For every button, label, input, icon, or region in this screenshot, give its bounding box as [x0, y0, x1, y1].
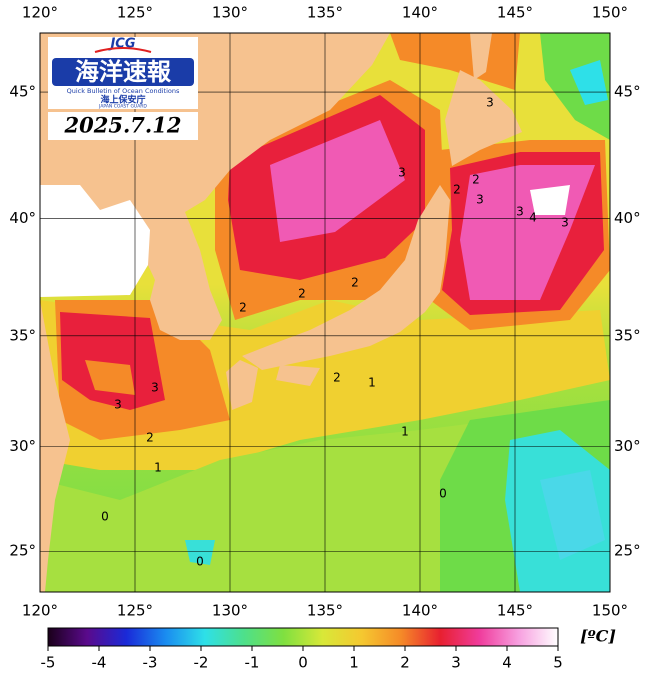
colorbar-tick-label: -1: [245, 654, 260, 672]
contour-label: 3: [398, 166, 406, 180]
lat-label-left: 40°: [9, 209, 36, 227]
colorbar-tick-label: -3: [143, 654, 158, 672]
lon-label-bottom: 125°: [117, 602, 153, 620]
colorbar-scale: [47, 627, 559, 647]
lon-label-top: 120°: [22, 4, 58, 22]
colorbar-tick-label: -5: [41, 654, 56, 672]
lat-label-left: 30°: [9, 437, 36, 455]
lon-label-bottom: 140°: [402, 602, 438, 620]
lon-label-bottom: 145°: [497, 602, 533, 620]
lat-label-right: 40°: [614, 209, 641, 227]
contour-label: 1: [154, 461, 162, 475]
contour-label: 2: [298, 287, 306, 301]
contour-label: 2: [351, 276, 359, 290]
colorbar-unit: [ºC]: [580, 627, 616, 646]
colorbar-tick-label: 4: [502, 654, 512, 672]
lon-label-top: 145°: [497, 4, 533, 22]
contour-label: 0: [439, 487, 447, 501]
contour-label: 2: [472, 173, 480, 187]
contour-label: 1: [401, 425, 409, 439]
contour-label: 0: [196, 555, 204, 569]
contour-label: 3: [516, 205, 524, 219]
lon-label-bottom: 150°: [592, 602, 628, 620]
colorbar-tick-label: 1: [349, 654, 359, 672]
colorbar-tick-label: -2: [194, 654, 209, 672]
logo-title: 海洋速報: [75, 58, 172, 86]
lon-label-top: 150°: [592, 4, 628, 22]
contour-label: 0: [101, 510, 109, 524]
contour-label: 2: [453, 183, 461, 197]
contour-label: 3: [151, 381, 159, 395]
logo-agency-en: JAPAN COAST GUARD: [98, 104, 147, 110]
colorbar-tick-label: 2: [400, 654, 410, 672]
graticule: 120°120°125°125°130°130°135°135°140°140°…: [9, 4, 640, 620]
lat-label-right: 35°: [614, 326, 641, 344]
contour-label: 2: [333, 371, 341, 385]
date-box: [48, 112, 198, 140]
contour-label: 3: [486, 96, 494, 110]
lon-label-top: 140°: [402, 4, 438, 22]
date: 2025.7.12: [64, 113, 182, 138]
contour-label: 3: [561, 216, 569, 230]
colorbar-tick-label: -4: [92, 654, 107, 672]
lon-label-top: 130°: [212, 4, 248, 22]
contour-label: 4: [529, 211, 537, 225]
lon-label-top: 135°: [307, 4, 343, 22]
contour-label: 2: [239, 301, 247, 315]
contour-label: 3: [114, 398, 122, 412]
lon-label-bottom: 130°: [212, 602, 248, 620]
colorbar-tick-label: 5: [553, 654, 563, 672]
logo: JCG 海洋速報 Quick Bulletin of Ocean Conditi…: [48, 37, 198, 110]
colorbar-tick-label: 0: [298, 654, 308, 672]
contour-label: 3: [476, 193, 484, 207]
colorbar: -5 -4 -3 -2 -1 0 1 2 3 4 5 [ºC]: [41, 627, 616, 672]
lat-label-right: 30°: [614, 437, 641, 455]
contour-label: 1: [368, 376, 376, 390]
lat-label-left: 25°: [9, 542, 36, 560]
lat-label-left: 45°: [9, 83, 36, 101]
lon-label-bottom: 135°: [307, 602, 343, 620]
lat-label-left: 35°: [9, 326, 36, 344]
colorbar-tick-label: 3: [451, 654, 461, 672]
logo-subtitle: Quick Bulletin of Ocean Conditions: [67, 87, 180, 95]
lat-label-right: 25°: [614, 542, 641, 560]
logo-agency: 海上保安庁: [100, 94, 145, 106]
lon-label-bottom: 120°: [22, 602, 58, 620]
lon-label-top: 125°: [117, 4, 153, 22]
lat-label-right: 45°: [614, 83, 641, 101]
contour-label: 2: [146, 431, 154, 445]
